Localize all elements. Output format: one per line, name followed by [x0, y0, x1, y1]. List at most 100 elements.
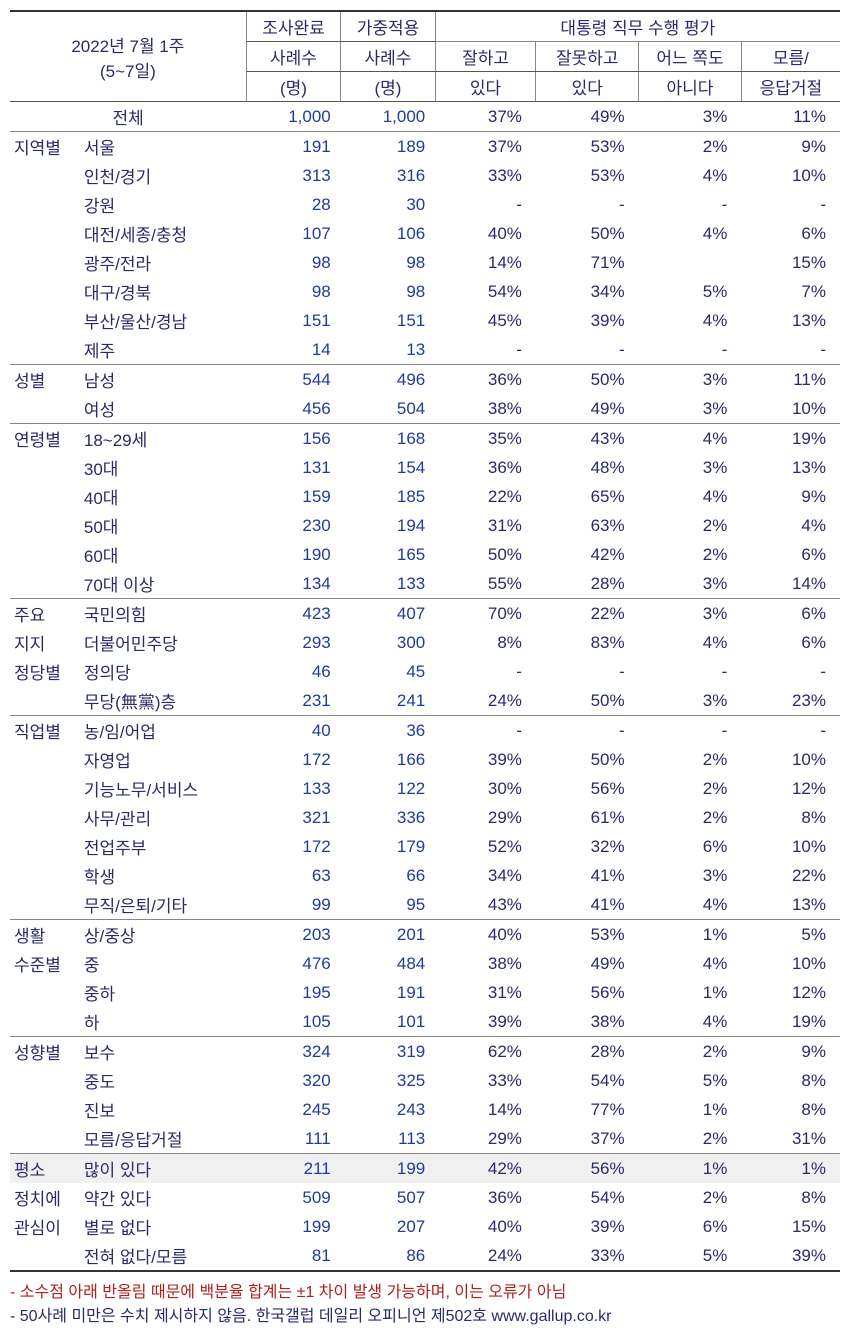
table-row: 자영업17216639%50%2%10%	[10, 745, 840, 774]
row-n1: 159	[246, 482, 341, 511]
row-p3: -	[639, 657, 742, 686]
row-p4: 9%	[741, 482, 840, 511]
group-label	[10, 190, 82, 219]
row-n1: 476	[246, 949, 341, 978]
group-label: 정치에	[10, 1183, 82, 1212]
row-n2: 133	[341, 569, 436, 599]
table-row: 진보24524314%77%1%8%	[10, 1095, 840, 1124]
row-label: 상/중상	[82, 920, 246, 950]
row-p3: 2%	[639, 540, 742, 569]
table-row: 60대19016550%42%2%6%	[10, 540, 840, 569]
row-p3: 1%	[639, 1154, 742, 1184]
col-n1-header-3: (명)	[246, 72, 341, 102]
row-n1: 105	[246, 1007, 341, 1037]
table-row: 제주1413----	[10, 335, 840, 365]
row-p2: 56%	[536, 774, 639, 803]
row-p4: 8%	[741, 803, 840, 832]
row-p1: 50%	[435, 540, 536, 569]
group-label	[10, 1095, 82, 1124]
row-n2: 165	[341, 540, 436, 569]
row-label: 전혀 없다/모름	[82, 1241, 246, 1271]
group-label	[10, 1241, 82, 1271]
col-n2-header-3: (명)	[341, 72, 436, 102]
table-row: 무직/은퇴/기타999543%41%4%13%	[10, 890, 840, 920]
row-p4: -	[741, 190, 840, 219]
row-p1: 14%	[435, 1095, 536, 1124]
row-p1: 39%	[435, 1007, 536, 1037]
row-p2: 63%	[536, 511, 639, 540]
row-n1: 211	[246, 1154, 341, 1184]
group-label	[10, 1124, 82, 1154]
row-n2: 30	[341, 190, 436, 219]
row-p2: 48%	[536, 453, 639, 482]
row-p1: 29%	[435, 803, 536, 832]
row-p2: 54%	[536, 1066, 639, 1095]
total-row: 전체1,0001,00037%49%3%11%	[10, 102, 840, 132]
row-p1: 24%	[435, 686, 536, 716]
row-n1: 40	[246, 716, 341, 746]
table-row: 주요국민의힘42340770%22%3%6%	[10, 599, 840, 629]
row-n2: 300	[341, 628, 436, 657]
row-n1: 98	[246, 248, 341, 277]
table-row: 성별남성54449636%50%3%11%	[10, 365, 840, 395]
table-row: 인천/경기31331633%53%4%10%	[10, 161, 840, 190]
footnotes: - 소수점 아래 반올림 때문에 백분율 합계는 ±1 차이 발생 가능하며, …	[10, 1278, 840, 1326]
table-row: 중하19519131%56%1%12%	[10, 978, 840, 1007]
row-n1: 46	[246, 657, 341, 686]
row-label: 약간 있다	[82, 1183, 246, 1212]
row-n1: 134	[246, 569, 341, 599]
row-p1: 38%	[435, 394, 536, 424]
row-p3: 3%	[639, 569, 742, 599]
row-n2: 407	[341, 599, 436, 629]
table-row: 정치에약간 있다50950736%54%2%8%	[10, 1183, 840, 1212]
row-n1: 321	[246, 803, 341, 832]
row-n2: 507	[341, 1183, 436, 1212]
row-p2: -	[536, 657, 639, 686]
row-label: 여성	[82, 394, 246, 424]
group-label	[10, 453, 82, 482]
row-n2: 106	[341, 219, 436, 248]
table-header: 2022년 7월 1주 (5~7일) 조사완료 가중적용 대통령 직무 수행 평…	[10, 11, 840, 102]
row-p4: 22%	[741, 861, 840, 890]
group-label	[10, 1066, 82, 1095]
row-n1: 107	[246, 219, 341, 248]
row-n1: 423	[246, 599, 341, 629]
row-p3: 2%	[639, 1037, 742, 1067]
row-p3: -	[639, 335, 742, 365]
row-p2: 41%	[536, 861, 639, 890]
row-label: 제주	[82, 335, 246, 365]
row-p2: 41%	[536, 890, 639, 920]
row-label: 서울	[82, 132, 246, 162]
row-p2: 50%	[536, 745, 639, 774]
row-p3: 3%	[639, 861, 742, 890]
total-p2: 49%	[536, 102, 639, 132]
row-p2: 34%	[536, 277, 639, 306]
row-p4: 1%	[741, 1154, 840, 1184]
row-n1: 99	[246, 890, 341, 920]
row-n1: 81	[246, 1241, 341, 1271]
row-p4: 10%	[741, 949, 840, 978]
row-p4: 10%	[741, 745, 840, 774]
row-n1: 509	[246, 1183, 341, 1212]
row-label: 40대	[82, 482, 246, 511]
row-n2: 45	[341, 657, 436, 686]
row-n2: 98	[341, 277, 436, 306]
row-p2: 49%	[536, 394, 639, 424]
row-p1: 29%	[435, 1124, 536, 1154]
row-n1: 111	[246, 1124, 341, 1154]
group-label	[10, 861, 82, 890]
row-p4: 9%	[741, 1037, 840, 1067]
table-row: 직업별농/임/어업4036----	[10, 716, 840, 746]
row-n2: 13	[341, 335, 436, 365]
table-row: 50대23019431%63%2%4%	[10, 511, 840, 540]
row-p3: 2%	[639, 803, 742, 832]
row-p2: -	[536, 716, 639, 746]
row-p1: 70%	[435, 599, 536, 629]
col-neither-1: 어느 쪽도	[639, 42, 742, 72]
row-n2: 325	[341, 1066, 436, 1095]
row-p1: 35%	[435, 424, 536, 454]
row-n2: 66	[341, 861, 436, 890]
row-p4: 19%	[741, 1007, 840, 1037]
row-p3: 1%	[639, 978, 742, 1007]
row-p3: 3%	[639, 394, 742, 424]
